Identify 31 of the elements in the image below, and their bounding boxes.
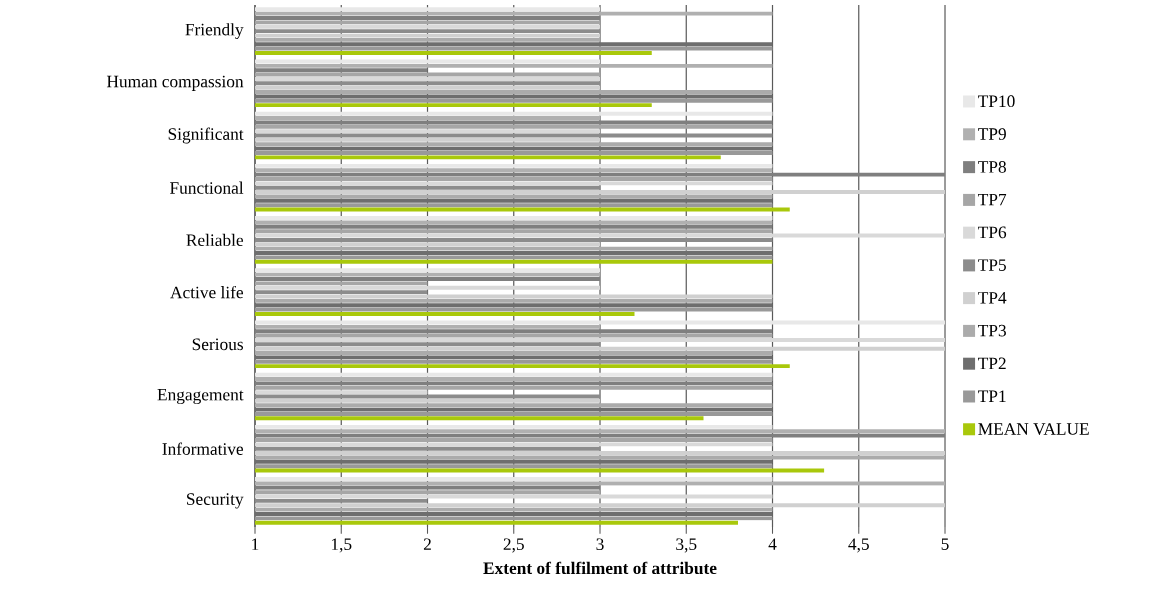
y-tick-label: Serious [192,338,244,351]
x-tick-label: 5 [941,538,949,550]
y-tick-label: Engagement [157,388,244,405]
legend-label: TP3 [978,324,1006,337]
y-tick-label: Security [187,493,244,509]
y-tick-label: Reliable [186,233,244,247]
x-tick-label: 1,5 [331,538,352,553]
x-tick-label: 2 [423,538,431,550]
legend-label: TP4 [978,292,1007,304]
y-tick-label: Active life [170,285,244,299]
x-tick-label: 2,5 [503,538,524,553]
y-tick-label: Friendly [185,23,244,39]
legend-label: TP7 [978,193,1007,206]
y-tick-label: Functional [169,181,244,194]
legend-label: MEAN VALUE [978,423,1089,435]
legend-label: TP6 [978,226,1007,239]
y-tick-label: Human compassion [106,75,244,91]
x-tick-label: 3,5 [676,538,697,553]
legend-label: TP5 [978,259,1006,271]
legend-label: TP2 [978,357,1006,370]
legend-label: TP8 [978,161,1006,173]
x-axis-title: Extent of fulfilment of attribute [483,561,717,575]
legend-label: TP1 [978,390,1006,402]
x-tick-label: 1 [252,538,259,550]
x-tick-label: 4 [768,538,777,550]
y-tick-label: Informative [162,442,244,455]
x-tick-label: 3 [596,538,604,551]
x-tick-label: 4,5 [848,538,869,553]
legend-label: TP10 [978,95,1015,108]
legend-label: TP9 [978,128,1006,140]
y-tick-label: Significant [168,127,244,144]
